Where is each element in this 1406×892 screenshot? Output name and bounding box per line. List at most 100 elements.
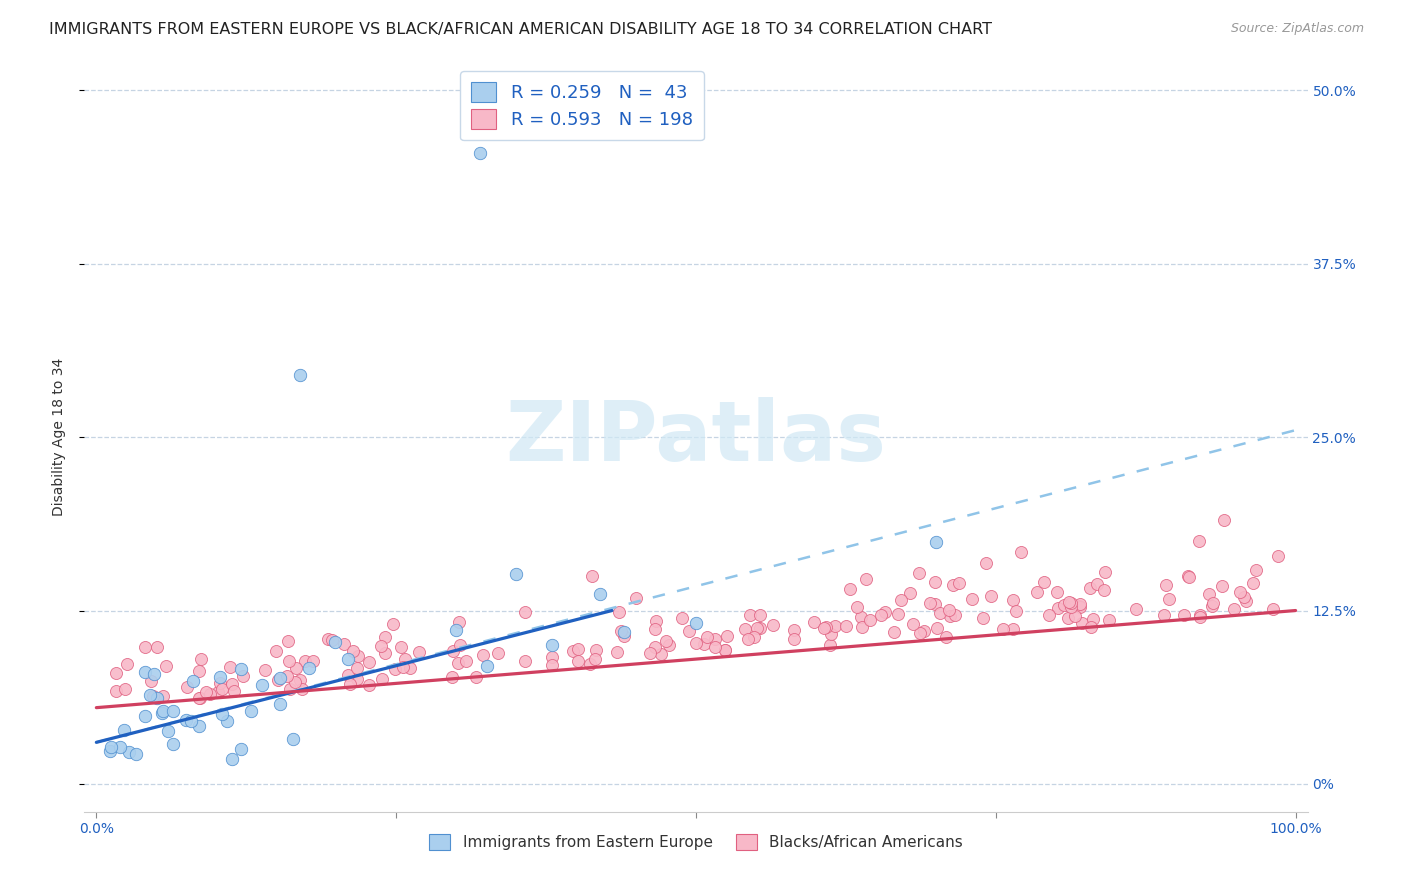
Point (174, 713, 197, 727)
Point (925, 534, 948, 549)
Point (325, 634, 347, 648)
Point (1064, 608, 1087, 623)
Point (613, 625, 636, 640)
Point (515, 654, 537, 668)
Y-axis label: Disability Age 18 to 34: Disability Age 18 to 34 (52, 358, 66, 516)
Point (567, 642, 589, 657)
Point (737, 632, 759, 646)
Point (887, 607, 910, 622)
Point (394, 652, 416, 666)
Point (918, 596, 941, 610)
Point (1234, 594, 1257, 608)
Point (859, 613, 882, 627)
Point (815, 620, 838, 634)
Point (1067, 599, 1090, 613)
Point (221, 752, 243, 766)
Point (389, 640, 412, 655)
Point (152, 689, 174, 703)
Point (1212, 513, 1234, 527)
Point (1177, 569, 1199, 583)
Point (449, 638, 471, 652)
Legend: Immigrants from Eastern Europe, Blacks/African Americans: Immigrants from Eastern Europe, Blacks/A… (423, 829, 969, 856)
Point (1233, 590, 1256, 604)
Point (579, 657, 602, 671)
Point (346, 661, 368, 675)
Point (284, 675, 307, 690)
Point (898, 586, 921, 600)
Point (336, 652, 359, 666)
Point (927, 622, 949, 636)
Point (991, 622, 1014, 636)
Point (176, 680, 198, 694)
Point (960, 591, 983, 606)
Point (935, 630, 957, 644)
Point (1211, 579, 1233, 593)
Point (820, 626, 842, 640)
Point (624, 591, 647, 605)
Point (333, 637, 356, 651)
Point (567, 654, 589, 668)
Point (468, 145, 491, 160)
Point (342, 643, 364, 657)
Point (541, 638, 564, 652)
Point (713, 642, 735, 657)
Point (714, 643, 737, 657)
Point (464, 669, 486, 683)
Point (782, 624, 804, 638)
Point (1080, 620, 1102, 634)
Point (734, 622, 756, 636)
Point (398, 661, 420, 675)
Point (924, 597, 946, 611)
Point (1229, 585, 1251, 599)
Point (1002, 622, 1025, 636)
Point (359, 678, 381, 692)
Point (454, 654, 477, 668)
Point (374, 646, 396, 660)
Point (943, 608, 966, 623)
Point (685, 616, 707, 631)
Point (1069, 599, 1091, 614)
Point (505, 566, 527, 581)
Point (1010, 545, 1032, 559)
Point (139, 688, 162, 702)
Point (291, 681, 314, 696)
Point (441, 643, 464, 657)
Point (1178, 570, 1201, 584)
Point (447, 656, 470, 670)
Point (105, 684, 128, 698)
Point (849, 609, 872, 624)
Point (818, 638, 841, 652)
Point (157, 723, 180, 738)
Point (211, 706, 233, 721)
Point (783, 632, 806, 647)
Point (1189, 608, 1212, 623)
Point (250, 678, 273, 692)
Point (1005, 604, 1028, 618)
Point (112, 723, 135, 737)
Point (187, 664, 209, 678)
Point (1173, 608, 1195, 623)
Point (195, 685, 218, 699)
Point (540, 658, 562, 673)
Point (302, 654, 325, 668)
Point (318, 632, 340, 646)
Point (146, 690, 169, 705)
Point (187, 690, 209, 705)
Point (851, 620, 873, 634)
Point (141, 674, 163, 689)
Point (655, 634, 678, 648)
Point (644, 622, 666, 636)
Point (1085, 577, 1108, 591)
Text: Source: ZipAtlas.com: Source: ZipAtlas.com (1230, 22, 1364, 36)
Point (1032, 575, 1054, 590)
Point (541, 650, 564, 665)
Point (162, 704, 184, 718)
Point (188, 691, 211, 706)
Point (870, 608, 893, 623)
Point (221, 676, 243, 690)
Point (1070, 615, 1092, 630)
Point (824, 618, 846, 632)
Point (162, 737, 184, 751)
Point (1057, 595, 1080, 609)
Point (747, 621, 769, 635)
